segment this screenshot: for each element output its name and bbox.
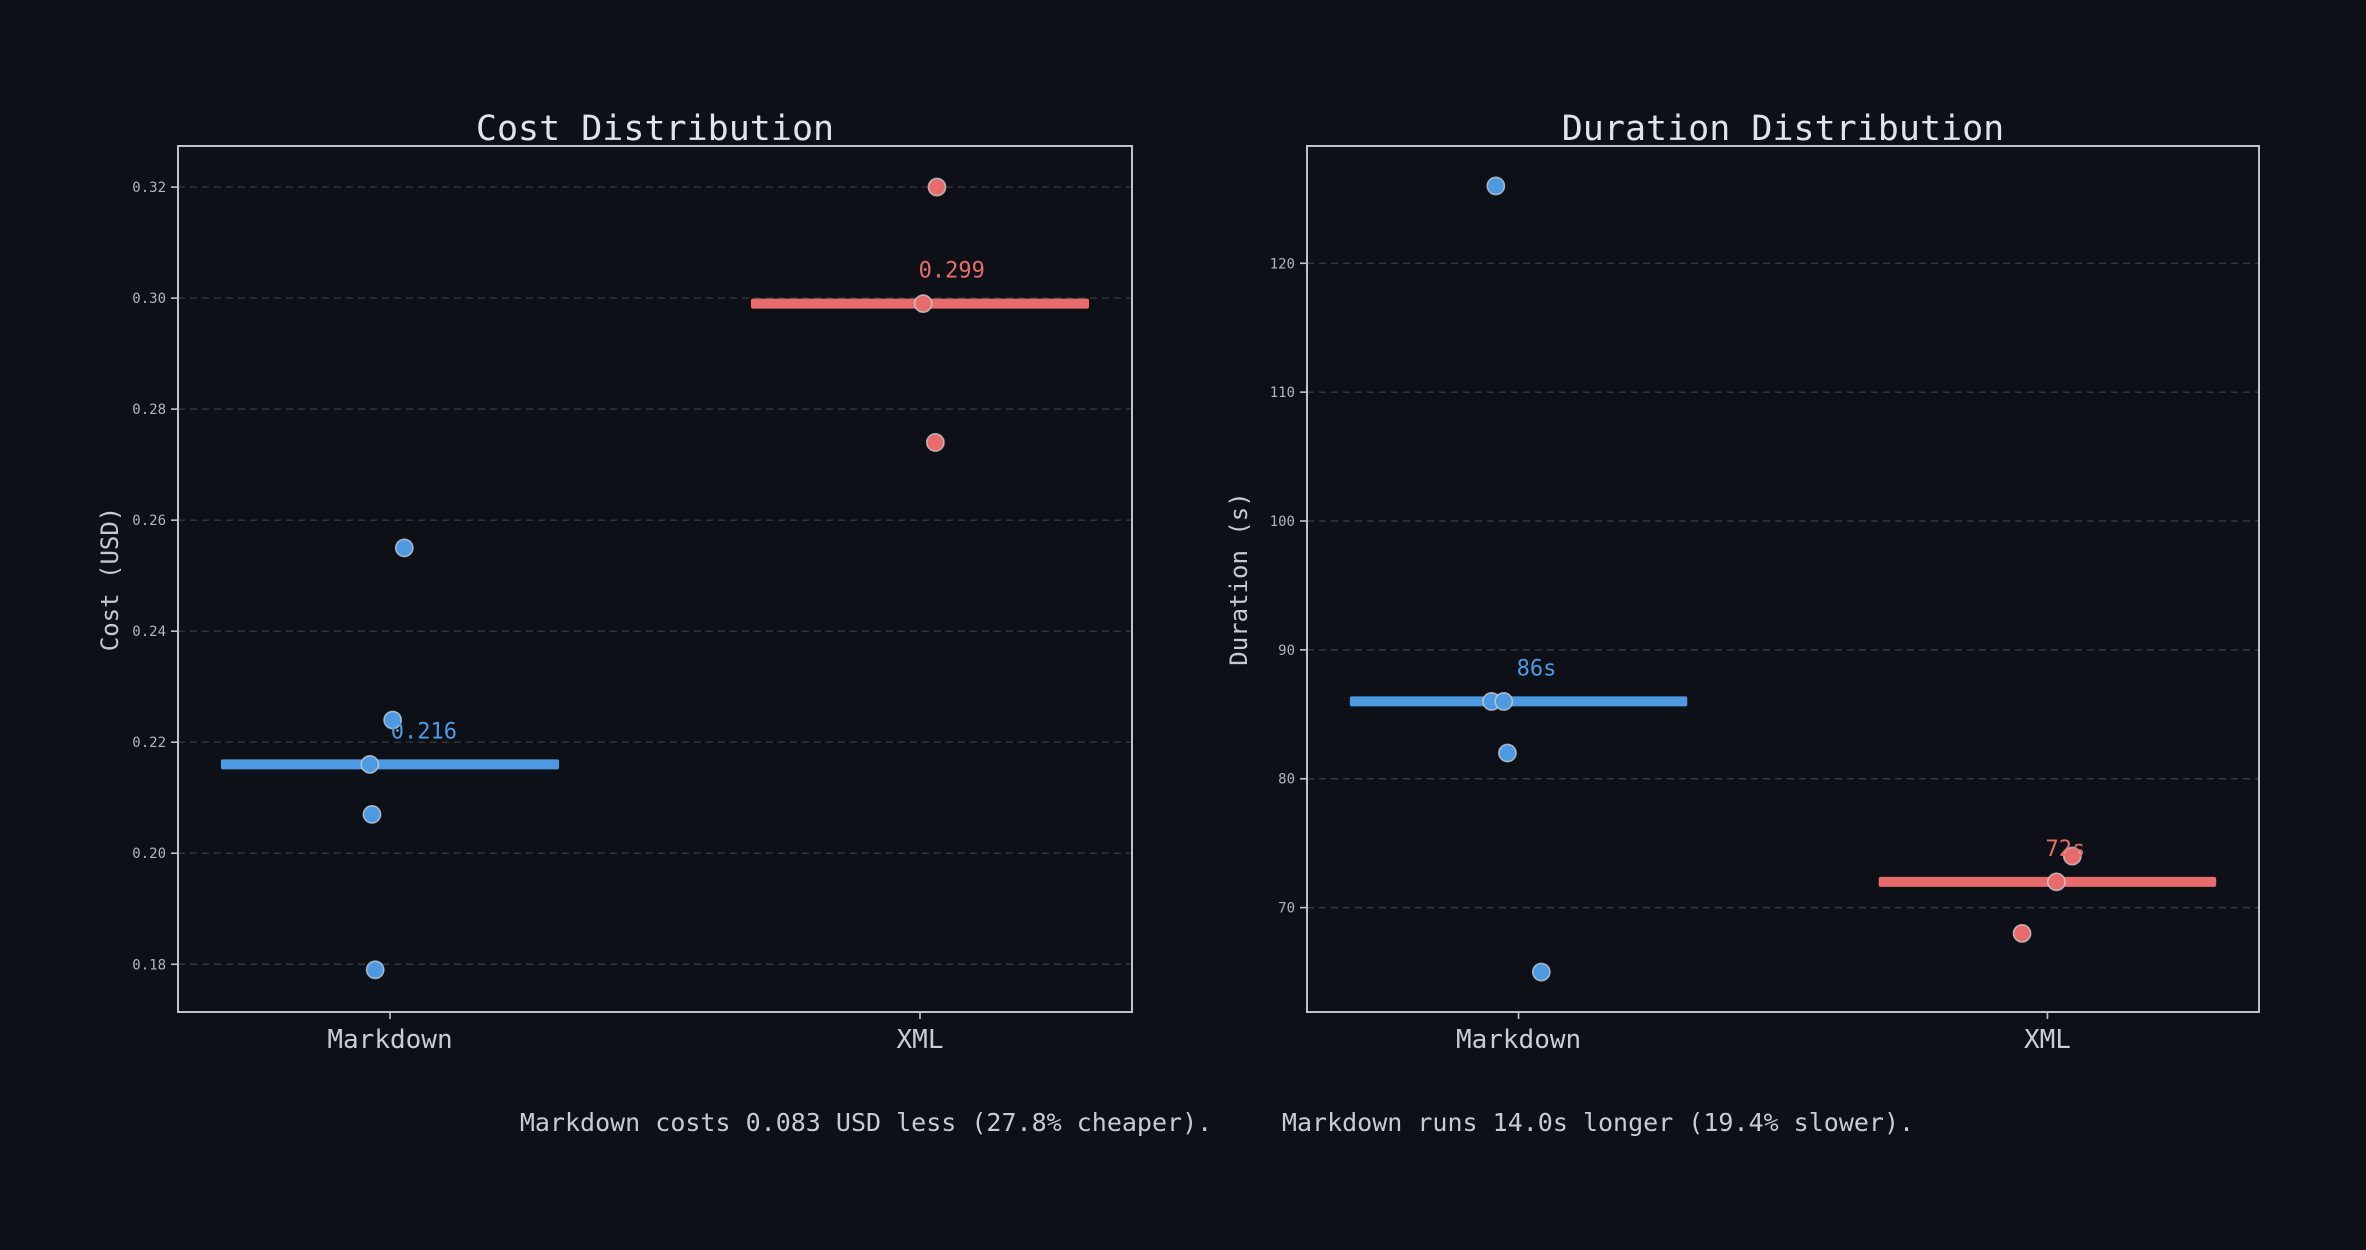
y-tick-label: 80: [1278, 772, 1295, 788]
median-value-label: 72s: [2046, 837, 2086, 862]
y-tick-label: 0.26: [132, 513, 166, 529]
y-tick-label: 0.22: [132, 735, 166, 751]
y-tick-label: 0.28: [132, 402, 166, 418]
y-tick-label: 70: [1278, 901, 1295, 917]
y-axis-label: Cost (USD): [96, 507, 124, 652]
data-point-xml: [2062, 846, 2082, 866]
data-point-markdown: [1486, 176, 1506, 196]
data-point-xml: [2012, 923, 2032, 943]
median-value-label: 86s: [1517, 656, 1557, 681]
x-tick-label: XML: [897, 1025, 944, 1055]
data-point-xml: [913, 294, 933, 314]
data-point-markdown: [365, 960, 385, 980]
plot-area-border: [1306, 145, 2260, 1013]
data-point-markdown: [1498, 743, 1517, 763]
duration-summary-text: Markdown runs 14.0s longer (19.4% slower…: [1281, 1108, 1915, 1137]
y-tick-label: 0.20: [132, 846, 166, 862]
median-value-label: 0.299: [919, 259, 985, 284]
plot-area-border: [177, 145, 1133, 1013]
data-point-markdown: [1494, 692, 1514, 711]
data-point-markdown: [362, 804, 382, 824]
cost-distribution-chart: 0.18 0.20 0.22 0.24 0.26 0.28 0.30 0.32 Markdown…: [96, 109, 1133, 1055]
x-tick-label: XML: [2024, 1025, 2071, 1055]
x-tick-label: Markdown: [327, 1025, 452, 1055]
data-point-markdown: [394, 538, 414, 558]
data-point-markdown: [1531, 962, 1551, 982]
y-tick-label: 120: [1270, 256, 1295, 272]
x-tick-label: Markdown: [1456, 1025, 1581, 1055]
median-line-markdown: [220, 759, 560, 770]
y-tick-label: 0.18: [132, 957, 166, 973]
data-point-xml: [927, 177, 947, 197]
y-tick-label: 110: [1270, 385, 1295, 401]
median-line-markdown: [1349, 696, 1688, 707]
y-tick-label: 100: [1270, 514, 1295, 530]
data-point-xml: [2047, 872, 2066, 892]
y-tick-label: 0.32: [132, 180, 166, 196]
y-tick-label: 0.24: [132, 624, 166, 640]
chart-title: Cost Distribution: [476, 109, 834, 149]
duration-distribution-chart: 70 80 90 100 110 120 Markdown XML 86s 72s Duration…: [1225, 109, 2260, 1055]
median-value-label: 0.216: [391, 719, 457, 744]
chart-title: Duration Distribution: [1562, 109, 2005, 149]
y-tick-label: 0.30: [132, 291, 166, 307]
data-point-xml: [925, 433, 945, 452]
data-point-markdown: [383, 710, 403, 730]
y-axis-label: Duration (s): [1225, 492, 1253, 665]
cost-summary-text: Markdown costs 0.083 USD less (27.8% che…: [519, 1108, 1213, 1137]
data-point-markdown: [360, 755, 380, 774]
y-tick-label: 90: [1278, 643, 1295, 659]
